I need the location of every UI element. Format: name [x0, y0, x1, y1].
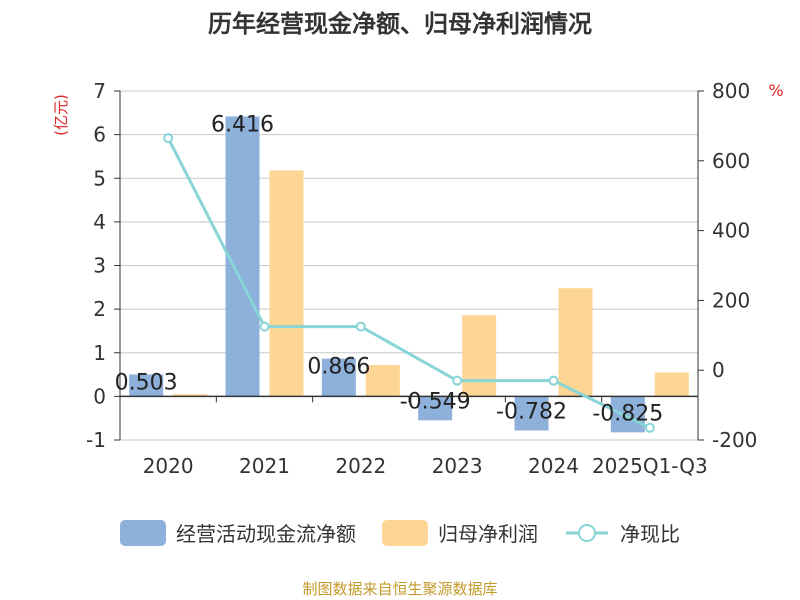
right-tick-label: 800 — [712, 79, 750, 103]
ratio-point — [355, 321, 366, 332]
x-tick-label: 2022 — [335, 454, 386, 478]
data-label-cashflow: 0.866 — [307, 355, 370, 380]
data-label-cashflow: -0.549 — [400, 389, 471, 414]
right-tick-label: 400 — [712, 219, 750, 243]
data-label-cashflow: -0.782 — [496, 399, 567, 424]
right-axis-unit: % — [768, 81, 783, 100]
data-label-cashflow: -0.825 — [592, 401, 663, 426]
x-tick-label: 2023 — [432, 454, 483, 478]
legend: 经营活动现金流净额 归母净利润 净现比 — [0, 518, 800, 547]
right-tick-label: 200 — [712, 288, 750, 312]
bar-cashflow — [225, 116, 260, 397]
bar-netprofit — [365, 364, 400, 397]
ratio-point — [644, 422, 655, 433]
right-tick-label: -200 — [712, 428, 757, 452]
ratio-point — [259, 321, 270, 332]
bar-netprofit — [558, 288, 593, 397]
legend-item-cashflow[interactable]: 经营活动现金流净额 — [120, 518, 356, 547]
legend-label-netprofit: 归母净利润 — [438, 522, 538, 546]
axes: -1 0 1 2 3 4 5 6 7 -200 0 200 400 600 800 2020 2021 2022 2… — [86, 79, 757, 478]
left-tick-label: 6 — [93, 123, 106, 147]
data-labels: 0.503 6.416 0.866 -0.549 -0.782 -0.825 — [115, 112, 664, 426]
bar-netprofit — [654, 372, 689, 397]
source-note: 制图数据来自恒生聚源数据库 — [302, 580, 498, 598]
chart-title: 历年经营现金净额、归母净利润情况 — [208, 10, 592, 38]
ratio-point — [163, 133, 174, 144]
legend-label-cashflow: 经营活动现金流净额 — [176, 522, 356, 546]
left-tick-label: 1 — [93, 341, 106, 365]
left-tick-label: 4 — [93, 210, 106, 234]
data-label-cashflow: 0.503 — [115, 370, 178, 395]
data-label-cashflow: 6.416 — [211, 112, 274, 137]
bar-netprofit — [173, 394, 208, 397]
ratio-line — [163, 133, 655, 433]
left-tick-label: 7 — [93, 79, 106, 103]
x-tick-label: 2020 — [143, 454, 194, 478]
left-tick-label: -1 — [86, 428, 106, 452]
bar-cashflow — [321, 358, 356, 397]
legend-item-ratio[interactable]: 净现比 — [564, 518, 680, 547]
x-tick-label: 2021 — [239, 454, 290, 478]
legend-label-ratio: 净现比 — [620, 522, 680, 546]
bar-netprofit — [269, 170, 304, 397]
left-tick-label: 3 — [93, 254, 106, 278]
bar-cashflow — [514, 396, 549, 431]
left-axis-unit: (亿元) — [52, 94, 70, 136]
right-tick-label: 600 — [712, 149, 750, 173]
bar-netprofit — [462, 315, 497, 397]
bar-cashflow — [418, 396, 453, 421]
left-tick-label: 2 — [93, 297, 106, 321]
legend-item-netprofit[interactable]: 归母净利润 — [382, 518, 538, 547]
ratio-point — [548, 375, 559, 386]
legend-swatch-ratio — [566, 523, 608, 542]
x-tick-label: 2024 — [528, 454, 579, 478]
grid-lines — [120, 90, 698, 441]
bar-cashflow — [610, 396, 645, 433]
right-tick-label: 0 — [712, 358, 725, 382]
legend-swatch-netprofit — [382, 519, 428, 546]
bars — [129, 116, 689, 433]
ratio-point — [452, 375, 463, 386]
legend-swatch-cashflow — [120, 519, 166, 546]
x-tick-label: 2025Q1-Q3 — [592, 454, 708, 478]
bar-cashflow — [129, 374, 164, 397]
ratio-line-path — [166, 137, 651, 430]
left-tick-label: 0 — [93, 384, 106, 408]
left-tick-label: 5 — [93, 166, 106, 190]
